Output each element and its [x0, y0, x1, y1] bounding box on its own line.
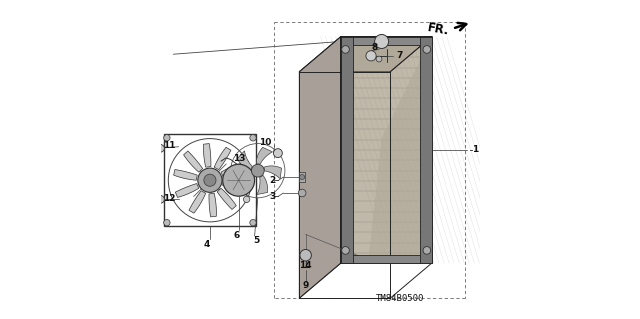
Polygon shape — [257, 175, 268, 195]
Circle shape — [374, 34, 388, 48]
Text: 3: 3 — [269, 192, 276, 201]
Text: 4: 4 — [204, 240, 210, 249]
Polygon shape — [204, 144, 211, 167]
Polygon shape — [173, 169, 197, 180]
Polygon shape — [217, 188, 236, 210]
Polygon shape — [340, 255, 431, 263]
Text: 9: 9 — [303, 281, 309, 290]
Circle shape — [300, 249, 312, 261]
Text: 8: 8 — [371, 43, 378, 52]
Circle shape — [250, 135, 256, 141]
Polygon shape — [214, 147, 231, 170]
Text: 6: 6 — [234, 231, 239, 240]
Circle shape — [157, 145, 164, 152]
Polygon shape — [235, 174, 255, 187]
Polygon shape — [300, 37, 340, 298]
Text: 5: 5 — [253, 236, 259, 245]
Text: 1: 1 — [472, 145, 479, 154]
Polygon shape — [420, 37, 431, 263]
Polygon shape — [223, 180, 246, 191]
Polygon shape — [368, 37, 431, 263]
Text: 2: 2 — [269, 176, 276, 185]
Polygon shape — [209, 193, 216, 217]
Polygon shape — [189, 191, 205, 213]
Text: 14: 14 — [300, 261, 312, 270]
Circle shape — [164, 219, 170, 226]
Polygon shape — [175, 183, 199, 197]
Circle shape — [252, 164, 264, 177]
Circle shape — [157, 196, 164, 203]
Circle shape — [250, 219, 256, 226]
Polygon shape — [184, 151, 203, 172]
Polygon shape — [237, 151, 252, 170]
Text: TM84B0500: TM84B0500 — [376, 294, 424, 303]
Text: 11: 11 — [163, 141, 176, 150]
Polygon shape — [264, 166, 282, 179]
Circle shape — [366, 51, 376, 61]
Circle shape — [423, 247, 431, 254]
Circle shape — [198, 168, 222, 192]
Text: FR.: FR. — [426, 21, 450, 38]
Polygon shape — [300, 37, 431, 72]
Circle shape — [423, 46, 431, 53]
Circle shape — [376, 56, 382, 62]
Circle shape — [342, 46, 349, 53]
Text: 12: 12 — [163, 194, 176, 203]
Circle shape — [204, 174, 216, 186]
Polygon shape — [300, 172, 305, 182]
Circle shape — [300, 174, 305, 180]
Circle shape — [342, 247, 349, 254]
Polygon shape — [340, 37, 431, 45]
Circle shape — [164, 135, 170, 141]
Circle shape — [243, 196, 250, 203]
Text: 7: 7 — [396, 51, 403, 60]
Circle shape — [298, 189, 306, 197]
Circle shape — [273, 149, 282, 158]
Polygon shape — [340, 37, 353, 263]
Polygon shape — [221, 163, 244, 177]
Polygon shape — [257, 147, 273, 164]
Polygon shape — [340, 37, 431, 263]
Text: 13: 13 — [234, 154, 246, 163]
Circle shape — [223, 164, 255, 196]
Text: 10: 10 — [259, 138, 271, 147]
